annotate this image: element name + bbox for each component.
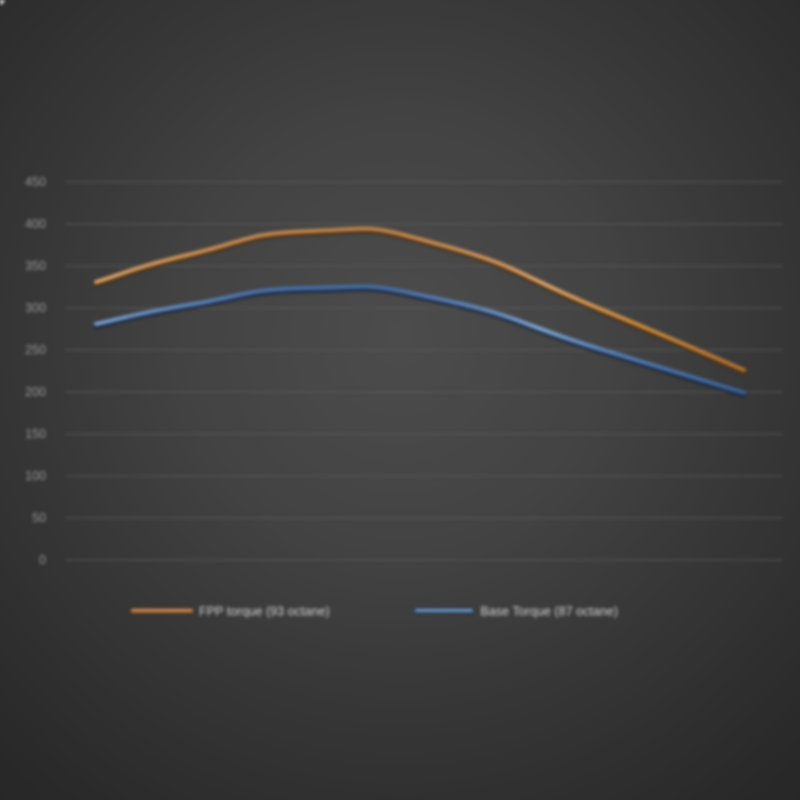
svg-text:350: 350 (25, 259, 46, 273)
svg-text:50: 50 (32, 511, 46, 525)
svg-text:300: 300 (25, 301, 46, 315)
svg-text:Base Torque (87 octane): Base Torque (87 octane) (480, 605, 618, 619)
svg-text:250: 250 (25, 343, 46, 357)
svg-text:100: 100 (25, 469, 46, 483)
svg-text:FPP torque (93 octane): FPP torque (93 octane) (199, 605, 330, 619)
svg-text:450: 450 (25, 175, 46, 189)
svg-text:400: 400 (25, 217, 46, 231)
svg-text:150: 150 (25, 427, 46, 441)
svg-text:200: 200 (25, 385, 46, 399)
svg-text:0: 0 (39, 553, 46, 567)
